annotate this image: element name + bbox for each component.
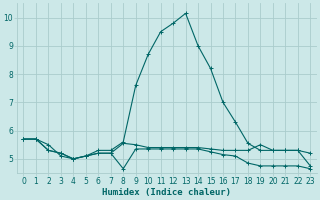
X-axis label: Humidex (Indice chaleur): Humidex (Indice chaleur) [102, 188, 231, 197]
